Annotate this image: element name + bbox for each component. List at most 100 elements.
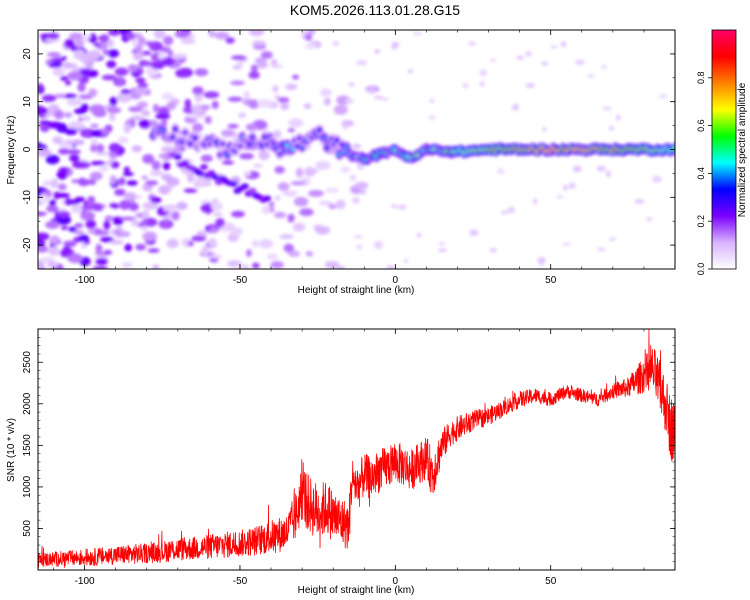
heatmap-noise-cell bbox=[114, 188, 126, 196]
heatmap-ylabel: Frequency (Hz) bbox=[6, 116, 17, 185]
heatmap-noise-cell bbox=[227, 123, 239, 129]
heatmap-noise-cell bbox=[61, 63, 78, 68]
heatmap-noise-cell bbox=[568, 182, 576, 189]
heatmap-noise-cell bbox=[288, 118, 304, 128]
heatmap-noise-cell bbox=[58, 141, 73, 148]
snr-ylabel: SNR (10 * v/v) bbox=[6, 418, 17, 482]
heatmap-noise-cell bbox=[596, 165, 606, 172]
heatmap-noise-cell bbox=[86, 50, 102, 60]
heatmap-noise-cell bbox=[114, 67, 129, 77]
heatmap-noise-cell bbox=[58, 167, 70, 174]
heatmap-noise-cell bbox=[258, 150, 270, 161]
heatmap-noise-cell bbox=[188, 114, 204, 119]
heatmap-noise-cell bbox=[77, 178, 90, 187]
heatmap-noise-cell bbox=[574, 59, 585, 65]
heatmap-ridge-core bbox=[277, 152, 282, 156]
heatmap-noise-cell bbox=[158, 185, 171, 195]
heatmap-noise-cell bbox=[516, 55, 525, 60]
heatmap-noise-cell bbox=[162, 161, 171, 171]
heatmap-noise-cell bbox=[41, 94, 57, 102]
heatmap-noise-cell bbox=[175, 68, 190, 78]
heatmap-noise-cell bbox=[208, 30, 216, 38]
heatmap-noise-cell bbox=[147, 248, 160, 253]
heatmap-noise-cell bbox=[489, 248, 498, 253]
heatmap-noise-cell bbox=[562, 242, 571, 246]
colorbar-tick-label: 0.6 bbox=[696, 119, 706, 132]
heatmap-noise-cell bbox=[49, 178, 59, 189]
heatmap-noise-cell bbox=[293, 196, 309, 207]
heatmap-noise-cell bbox=[303, 103, 312, 109]
heatmap-noise-cell bbox=[253, 163, 263, 169]
heatmap-noise-cell bbox=[277, 182, 290, 191]
chart-title: KOM5.2026.113.01.28.G15 bbox=[289, 2, 461, 18]
heatmap-noise-cell bbox=[194, 94, 203, 103]
heatmap-noise-cell bbox=[103, 220, 111, 231]
heatmap-noise-cell bbox=[152, 264, 160, 269]
heatmap-noise-cell bbox=[85, 219, 97, 230]
heatmap-noise-cell bbox=[145, 180, 159, 186]
heatmap-noise-cell bbox=[74, 38, 85, 49]
x-tick-label: -100 bbox=[75, 576, 95, 587]
heatmap-noise-cell bbox=[38, 211, 47, 216]
heatmap-noise-cell bbox=[270, 261, 284, 269]
heatmap-noise-cell bbox=[304, 166, 316, 177]
heatmap-noise-cell bbox=[92, 109, 107, 118]
heatmap-noise-cell bbox=[320, 88, 332, 97]
heatmap-noise-cell bbox=[71, 204, 83, 214]
heatmap-streak-cell bbox=[248, 187, 257, 194]
heatmap-noise-cell bbox=[103, 249, 113, 255]
heatmap-noise-cell bbox=[305, 251, 314, 257]
heatmap-noise-cell bbox=[208, 254, 222, 259]
heatmap-noise-cell bbox=[106, 60, 117, 69]
y-tick-label: 20 bbox=[22, 48, 33, 60]
heatmap-noise-cell bbox=[62, 93, 78, 99]
heatmap-noise-cell bbox=[305, 33, 313, 41]
heatmap-noise-cell bbox=[245, 123, 258, 131]
heatmap-noise-cell bbox=[192, 123, 204, 133]
heatmap-noise-cell bbox=[68, 226, 77, 232]
heatmap-noise-cell bbox=[165, 102, 176, 111]
heatmap-noise-cell bbox=[328, 204, 337, 210]
heatmap-noise-cell bbox=[172, 53, 188, 60]
heatmap-noise-cell bbox=[47, 261, 59, 269]
x-tick-label: -50 bbox=[233, 275, 248, 286]
heatmap-noise-cell bbox=[64, 38, 75, 49]
heatmap-noise-cell bbox=[151, 160, 161, 171]
heatmap-noise-cell bbox=[77, 82, 86, 93]
heatmap-noise-cell bbox=[45, 220, 60, 229]
heatmap-noise-cell bbox=[49, 235, 60, 245]
heatmap-noise-cell bbox=[280, 101, 290, 111]
heatmap-noise-cell bbox=[187, 240, 194, 247]
heatmap-noise-cell bbox=[201, 245, 210, 256]
heatmap-noise-cell bbox=[274, 165, 285, 174]
heatmap-noise-cell bbox=[123, 123, 131, 134]
heatmap-noise-cell bbox=[248, 30, 265, 37]
heatmap-noise-cell bbox=[307, 30, 316, 35]
heatmap-streak-cell bbox=[229, 180, 238, 187]
heatmap-noise-cell bbox=[251, 239, 260, 248]
heatmap-noise-cell bbox=[152, 103, 160, 113]
heatmap-noise-cell bbox=[171, 210, 180, 221]
heatmap-noise-cell bbox=[105, 160, 113, 165]
heatmap-noise-cell bbox=[132, 52, 143, 61]
heatmap-noise-cell bbox=[608, 126, 615, 131]
heatmap-noise-cell bbox=[243, 171, 252, 177]
heatmap-noise-cell bbox=[212, 212, 223, 217]
heatmap-noise-cell bbox=[403, 258, 408, 264]
heatmap-noise-cell bbox=[469, 229, 479, 236]
heatmap-noise-cell bbox=[254, 57, 267, 64]
heatmap-noise-cell bbox=[490, 58, 497, 63]
heatmap-noise-cell bbox=[525, 50, 532, 57]
heatmap-noise-cell bbox=[125, 32, 135, 40]
heatmap-noise-cell bbox=[90, 160, 106, 166]
heatmap-noise-cell bbox=[348, 82, 355, 87]
heatmap-noise-cell bbox=[354, 181, 369, 190]
heatmap-noise-cell bbox=[142, 201, 159, 210]
heatmap-noise-cell bbox=[116, 150, 123, 156]
x-tick-label: -100 bbox=[75, 275, 95, 286]
heatmap-noise-cell bbox=[160, 56, 175, 66]
heatmap-noise-cell bbox=[165, 176, 176, 182]
y-tick-label: 2000 bbox=[22, 392, 33, 415]
heatmap-noise-cell bbox=[342, 124, 349, 130]
